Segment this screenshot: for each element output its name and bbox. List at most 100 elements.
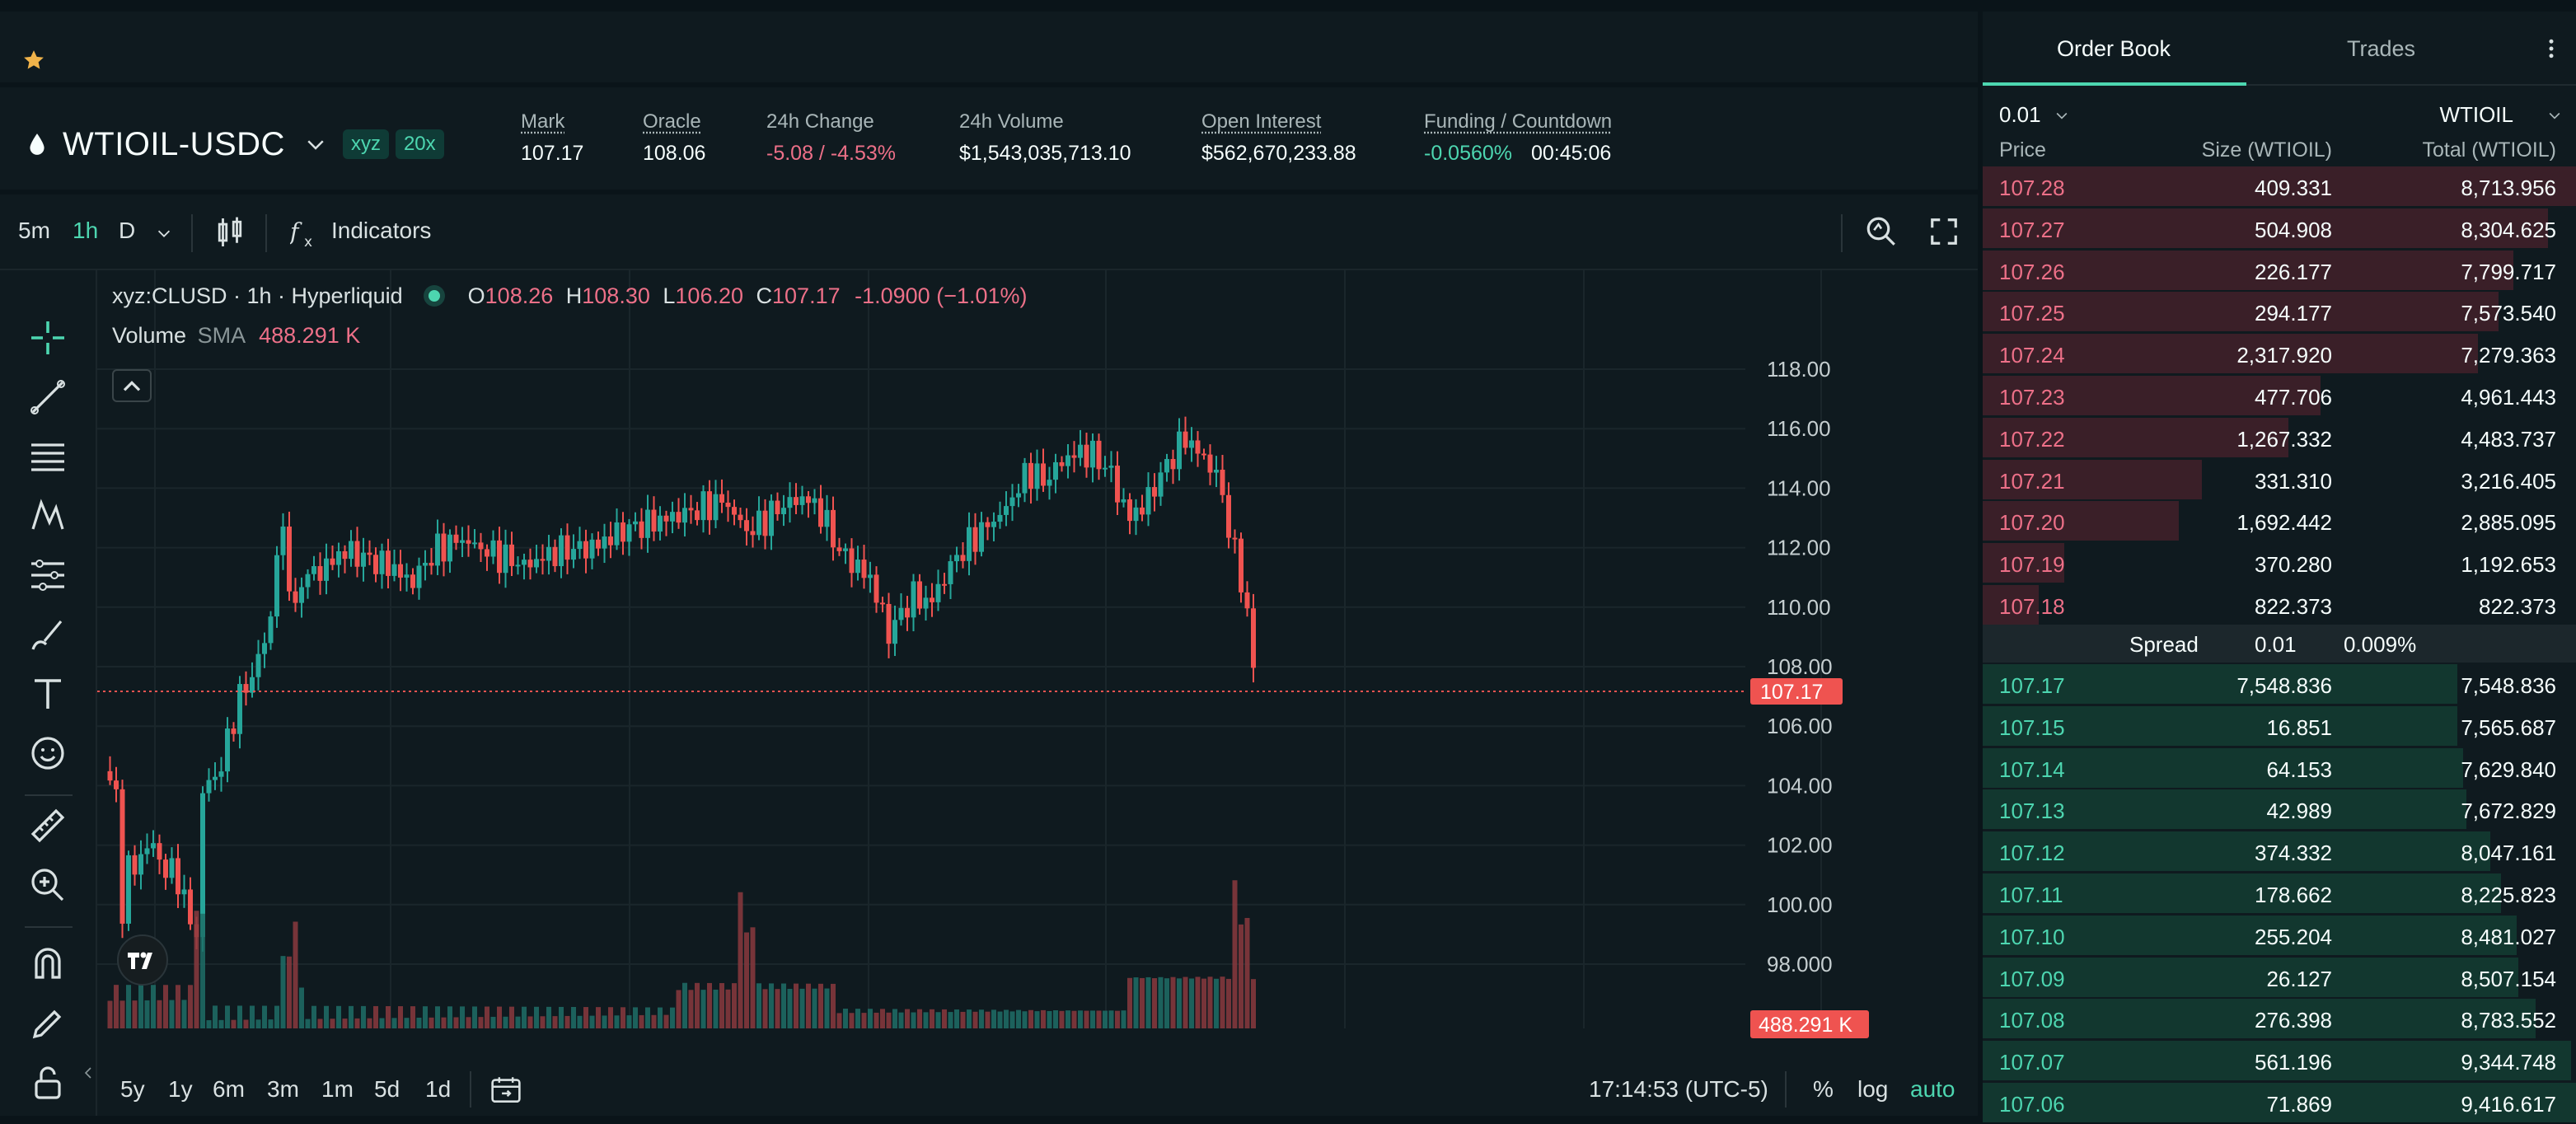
zoom-in-icon[interactable] bbox=[28, 865, 68, 905]
date-range-icon[interactable] bbox=[489, 1075, 522, 1104]
ask-size: 331.310 bbox=[2255, 468, 2332, 494]
interval-5m[interactable]: 5m bbox=[18, 218, 50, 243]
chevron-down-icon[interactable] bbox=[2546, 107, 2563, 124]
bid-total: 8,783.552 bbox=[2461, 1008, 2556, 1033]
ask-row[interactable]: 107.22 1,267.332 4,483.737 bbox=[1983, 417, 2576, 459]
ask-row[interactable]: 107.19 370.280 1,192.653 bbox=[1983, 543, 2576, 584]
collapse-legend-button[interactable] bbox=[112, 369, 152, 402]
chevron-down-icon[interactable] bbox=[155, 224, 173, 242]
candle-body bbox=[188, 889, 193, 925]
magnet-icon[interactable] bbox=[28, 944, 68, 984]
tab-trades[interactable]: Trades bbox=[2347, 36, 2416, 61]
leverage-badge[interactable]: 20x bbox=[395, 129, 444, 159]
fx-icon[interactable]: f x bbox=[290, 216, 318, 250]
candle-body bbox=[1078, 444, 1083, 458]
candle-body bbox=[905, 607, 910, 618]
bid-total: 8,047.161 bbox=[2461, 841, 2556, 866]
log-toggle[interactable]: log bbox=[1857, 1076, 1889, 1102]
x-tick-label: 3 bbox=[623, 1060, 635, 1061]
more-vertical-icon[interactable] bbox=[2543, 36, 2560, 61]
chevron-left-icon[interactable] bbox=[82, 1065, 94, 1081]
candle-body bbox=[1059, 461, 1065, 466]
spread-value: 0.01 bbox=[2255, 632, 2297, 657]
crosshair-icon[interactable] bbox=[28, 318, 68, 358]
ask-row[interactable]: 107.25 294.177 7,573.540 bbox=[1983, 292, 2576, 333]
range-5d[interactable]: 5d bbox=[374, 1076, 400, 1102]
range-5y[interactable]: 5y bbox=[120, 1076, 145, 1102]
candle-body bbox=[682, 508, 687, 523]
range-6m[interactable]: 6m bbox=[213, 1076, 245, 1102]
prediction-icon[interactable] bbox=[28, 555, 68, 595]
tick-size-select[interactable]: 0.01 bbox=[1999, 102, 2041, 127]
ask-row[interactable]: 107.20 1,692.442 2,885.095 bbox=[1983, 501, 2576, 542]
coin-select[interactable]: WTIOIL bbox=[2439, 102, 2513, 127]
range-1y[interactable]: 1y bbox=[168, 1076, 193, 1102]
star-icon[interactable] bbox=[21, 48, 46, 73]
bid-row[interactable]: 107.15 16.851 7,565.687 bbox=[1983, 705, 2576, 747]
bid-row[interactable]: 107.07 561.196 9,344.748 bbox=[1983, 1041, 2576, 1082]
range-1d[interactable]: 1d bbox=[425, 1076, 452, 1102]
zoom-chart-icon[interactable] bbox=[1864, 214, 1899, 249]
bid-row[interactable]: 107.10 255.204 8,481.027 bbox=[1983, 915, 2576, 957]
volume-bar bbox=[905, 1009, 910, 1028]
fib-retracement-icon[interactable] bbox=[28, 437, 68, 476]
y-tick-label: 100.00 bbox=[1767, 892, 1833, 917]
auto-toggle[interactable]: auto bbox=[1910, 1076, 1955, 1102]
pattern-icon[interactable] bbox=[28, 496, 68, 536]
volume-bar bbox=[1004, 1009, 1009, 1028]
ask-row[interactable]: 107.24 2,317.920 7,279.363 bbox=[1983, 334, 2576, 375]
ask-row[interactable]: 107.23 477.706 4,961.443 bbox=[1983, 376, 2576, 417]
ask-price: 107.18 bbox=[1999, 594, 2065, 619]
volume-bar bbox=[163, 985, 168, 1028]
chart-plot-area[interactable]: 118.00 116.00 114.00 112.00 110.00 108.00 106.… bbox=[97, 270, 1978, 1116]
ask-row[interactable]: 107.26 226.177 7,799.717 bbox=[1983, 250, 2576, 292]
ask-row[interactable]: 107.27 504.908 8,304.625 bbox=[1983, 208, 2576, 250]
ask-row[interactable]: 107.18 822.373 822.373 bbox=[1983, 585, 2576, 626]
volume-bar bbox=[453, 1017, 459, 1028]
chevron-down-icon[interactable] bbox=[2054, 107, 2070, 124]
candlestick-chart[interactable]: 118.00 116.00 114.00 112.00 110.00 108.00 106.… bbox=[97, 270, 1978, 1061]
percent-toggle[interactable]: % bbox=[1813, 1076, 1834, 1102]
asset-selector[interactable]: WTIOIL-USDC xyz 20x bbox=[28, 124, 444, 165]
bid-row[interactable]: 107.12 374.332 8,047.161 bbox=[1983, 831, 2576, 873]
volume-bar bbox=[787, 989, 793, 1028]
lock-icon[interactable] bbox=[28, 1063, 68, 1103]
tradingview-logo[interactable] bbox=[117, 934, 168, 986]
book-controls: 0.01 WTIOIL bbox=[1983, 94, 2576, 135]
range-3m[interactable]: 3m bbox=[267, 1076, 299, 1102]
candle-type-icon[interactable] bbox=[216, 216, 244, 249]
clock-timezone[interactable]: 17:14:53 (UTC-5) bbox=[1589, 1076, 1768, 1102]
ask-row[interactable]: 107.28 409.331 8,713.956 bbox=[1983, 166, 2576, 208]
emoji-icon[interactable] bbox=[28, 733, 68, 773]
text-tool-icon[interactable] bbox=[28, 674, 68, 714]
range-1m[interactable]: 1m bbox=[321, 1076, 354, 1102]
ruler-icon[interactable] bbox=[28, 806, 68, 845]
tab-order-book[interactable]: Order Book bbox=[2057, 36, 2171, 61]
bid-size: 42.989 bbox=[2266, 799, 2332, 824]
brush-icon[interactable] bbox=[28, 615, 68, 654]
interval-d[interactable]: D bbox=[119, 218, 136, 243]
volume-bar bbox=[972, 1011, 978, 1028]
stat-label: Open Interest bbox=[1201, 110, 1322, 133]
bid-row[interactable]: 107.17 7,548.836 7,548.836 bbox=[1983, 664, 2576, 705]
fullscreen-icon[interactable] bbox=[1928, 216, 1960, 247]
depth-bar bbox=[1983, 292, 2499, 332]
ask-row[interactable]: 107.21 331.310 3,216.405 bbox=[1983, 459, 2576, 501]
bid-row[interactable]: 107.08 276.398 8,783.552 bbox=[1983, 999, 2576, 1040]
candle-body bbox=[942, 583, 947, 586]
bid-row[interactable]: 107.13 42.989 7,672.829 bbox=[1983, 789, 2576, 831]
interval-1h[interactable]: 1h bbox=[73, 218, 99, 243]
chevron-down-icon[interactable] bbox=[303, 132, 328, 157]
indicators-button[interactable]: Indicators bbox=[331, 218, 432, 243]
bid-row[interactable]: 107.06 71.869 9,416.617 bbox=[1983, 1083, 2576, 1124]
ask-price: 107.19 bbox=[1999, 552, 2065, 578]
candle-body bbox=[898, 607, 904, 621]
candle-body bbox=[157, 843, 162, 860]
ask-size: 370.280 bbox=[2255, 552, 2332, 578]
lock-drawing-icon[interactable] bbox=[28, 1004, 68, 1043]
volume-bar bbox=[967, 1009, 972, 1028]
bid-row[interactable]: 107.09 26.127 8,507.154 bbox=[1983, 957, 2576, 999]
bid-row[interactable]: 107.14 64.153 7,629.840 bbox=[1983, 747, 2576, 789]
trend-line-icon[interactable] bbox=[28, 377, 68, 417]
bid-row[interactable]: 107.11 178.662 8,225.823 bbox=[1983, 873, 2576, 915]
